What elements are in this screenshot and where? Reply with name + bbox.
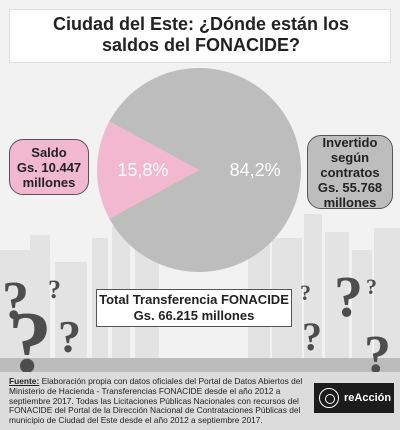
question-mark-icon: ? bbox=[334, 264, 363, 329]
total-line-1: Total Transferencia FONACIDE bbox=[99, 292, 289, 307]
pie-slice-saldo bbox=[96, 121, 199, 219]
callout-invertido-line-2: según bbox=[330, 149, 370, 165]
question-mark-icon: ? bbox=[300, 280, 311, 305]
title-box: Ciudad del Este: ¿Dónde están los saldos… bbox=[9, 9, 391, 63]
total-transfer-box: Total Transferencia FONACIDE Gs. 66.215 … bbox=[96, 289, 292, 327]
callout-invertido-line-4: Gs. 55.768 bbox=[317, 179, 383, 195]
callout-saldo-line-2: Gs. 10.447 bbox=[16, 159, 82, 175]
logo-text: reAcción bbox=[344, 392, 392, 404]
reaccion-logo-icon bbox=[319, 388, 339, 408]
callout-saldo: Saldo Gs. 10.447 millones bbox=[9, 139, 89, 195]
callout-saldo-line-3: millones bbox=[22, 174, 76, 190]
reaccion-logo: reAcción bbox=[314, 383, 394, 413]
callout-invertido: Invertido según contratos Gs. 55.768 mil… bbox=[307, 134, 393, 210]
callout-saldo-line-1: Saldo bbox=[31, 144, 67, 160]
callout-invertido-line-3: contratos bbox=[320, 164, 380, 180]
source-label: Fuente: bbox=[9, 376, 40, 386]
title-line-2: saldos del FONACIDE? bbox=[101, 35, 301, 55]
question-mark-icon: ? bbox=[58, 311, 81, 362]
question-mark-icon: ? bbox=[366, 274, 377, 299]
pie-slice-label-saldo: 15,8% bbox=[117, 160, 168, 180]
total-line-2: Gs. 66.215 millones bbox=[133, 308, 255, 323]
pie-slice-label-invertido: 84,2% bbox=[230, 160, 281, 180]
source-note: Fuente: Elaboración propia con datos ofi… bbox=[9, 376, 309, 426]
callout-invertido-line-1: Invertido bbox=[322, 134, 378, 150]
pie-slice-invertido bbox=[109, 68, 301, 273]
title-line-1: Ciudad del Este: ¿Dónde están los bbox=[52, 14, 350, 34]
question-mark-icon: ? bbox=[2, 270, 29, 330]
question-mark-icon: ? bbox=[48, 275, 61, 304]
chart-title: Ciudad del Este: ¿Dónde están los saldos… bbox=[10, 14, 392, 56]
source-text: Elaboración propia con datos oficiales d… bbox=[9, 376, 303, 426]
question-mark-icon: ? bbox=[302, 314, 322, 359]
callout-invertido-line-5: millones bbox=[323, 194, 377, 210]
